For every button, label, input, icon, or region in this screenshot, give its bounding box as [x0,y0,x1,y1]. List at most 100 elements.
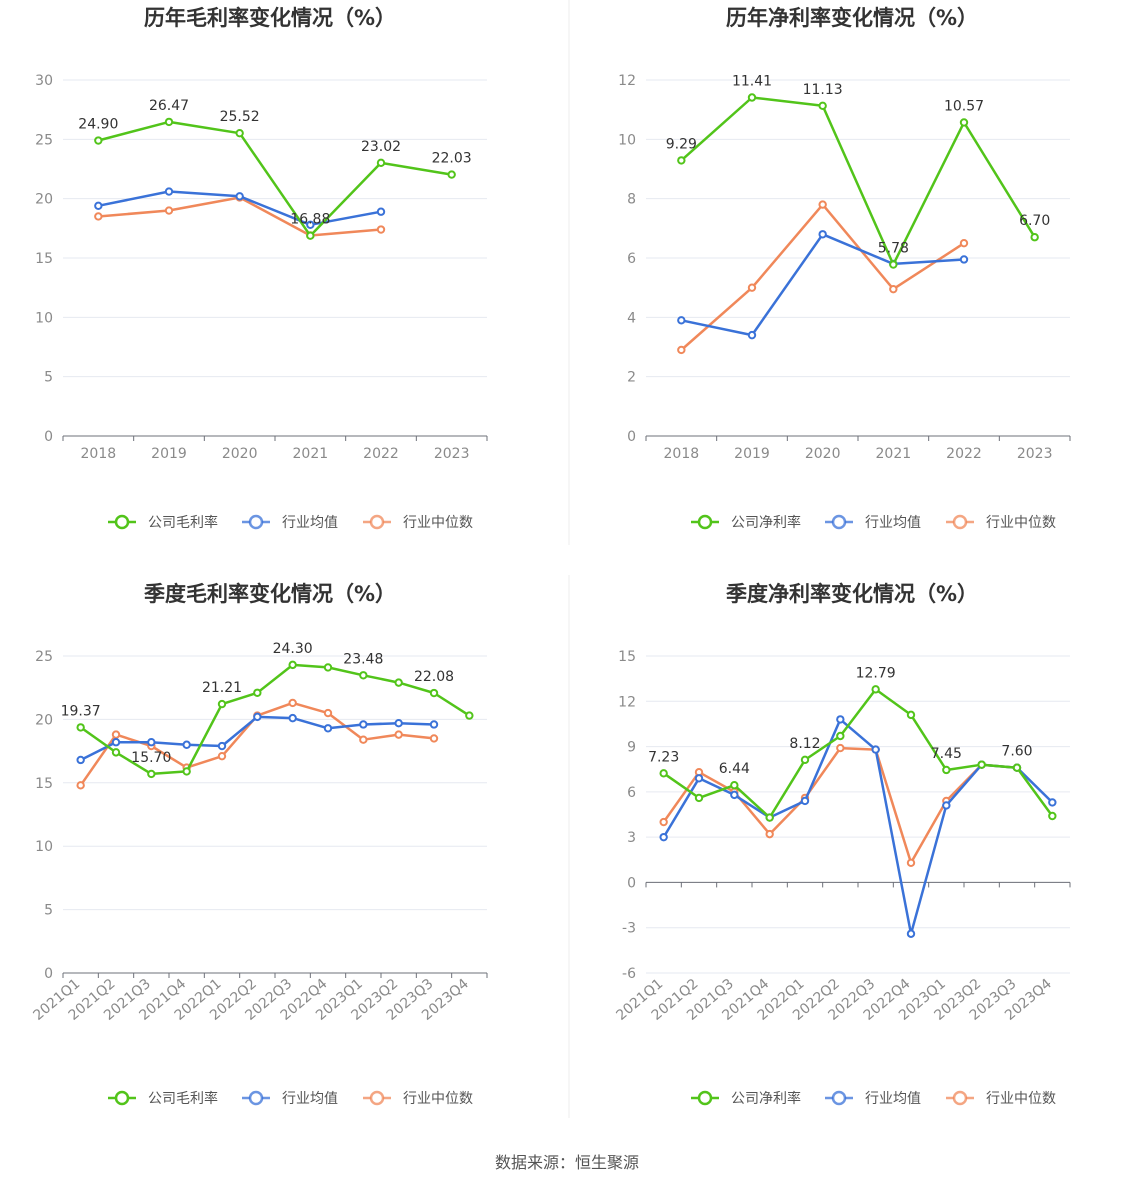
data-point-industry-median [959,238,969,248]
data-point-industry-avg [747,330,757,340]
data-label: 7.60 [1001,744,1032,760]
legend-label-company: 公司净利率 [731,1090,801,1107]
data-point-company [323,663,333,672]
data-point-company [359,671,368,680]
data-point-company [730,781,739,790]
data-point-industry-avg [111,738,121,747]
panel-quarterly-net-margin: 季度净利率变化情况（%）-6-3036912152021Q12021Q22021… [613,582,1071,1107]
legend-label-industry-avg: 行业均值 [282,1091,338,1107]
x-tick-label: 2023 [434,446,470,462]
x-tick-label: 2023 [1017,446,1053,462]
x-tick-label: 2022 [946,446,982,462]
x-tick-label: 2019 [734,446,770,462]
chart-title: 历年毛利率变化情况（%） [144,6,396,30]
y-tick-label: 10 [35,839,53,855]
data-point-industry-median [747,283,757,292]
y-tick-label: 2 [627,370,636,386]
data-label: 7.23 [648,749,679,765]
data-point-industry-median [765,829,774,839]
data-point-industry-avg [182,740,191,749]
panel-quarterly-gross-margin: 季度毛利率变化情况（%）05101520252021Q12021Q22021Q3… [30,582,488,1107]
data-point-industry-avg [253,712,262,722]
y-tick-label: -3 [622,921,636,937]
data-label: 7.45 [931,746,962,762]
data-point-industry-avg [800,796,810,806]
data-point-company [1012,763,1022,772]
data-point-company [1030,233,1039,242]
legend-marker-company [114,514,130,530]
x-tick-label: 2019 [151,446,187,462]
x-tick-label: 2021 [876,446,912,462]
legend-label-industry-avg: 行业均值 [865,1091,921,1107]
data-label: 10.57 [944,98,984,114]
data-point-industry-avg [1048,798,1057,807]
series-line-industry-median [662,746,1018,865]
legend-marker-industry-median [952,514,968,530]
data-point-company [394,678,403,687]
data-point-industry-median [376,225,386,234]
data-label: 25.52 [220,109,260,125]
data-label: 8.12 [789,736,820,752]
data-point-industry-avg [818,230,827,239]
data-point-company [253,688,262,697]
y-tick-label: 0 [44,966,53,982]
data-point-company [376,158,386,168]
data-point-industry-median [659,817,668,827]
data-point-company [465,711,474,720]
data-label: 5.78 [878,241,909,257]
data-point-company [429,688,439,698]
legend-marker-company [114,1090,130,1106]
legend-marker-industry-median [952,1090,968,1106]
data-point-industry-avg [288,713,297,723]
data-point-company [836,731,845,741]
y-tick-label: 8 [627,192,636,208]
data-point-industry-avg [730,790,739,800]
data-label: 22.03 [432,151,472,167]
legend-marker-industry-median [369,1090,385,1106]
data-point-company [677,156,686,165]
legend-label-company: 公司毛利率 [148,514,218,531]
legend-label-industry-avg: 行业均值 [865,515,921,531]
y-tick-label: 10 [35,310,53,326]
data-point-company [818,101,827,111]
data-point-company [306,231,315,240]
data-point-industry-avg [836,715,845,724]
legend-label-industry-avg: 行业均值 [282,515,338,531]
data-point-company [889,260,898,269]
data-point-company [111,748,121,757]
data-point-company [942,765,951,775]
data-point-company [694,793,704,803]
series-line-industry-avg [681,233,965,337]
data-point-industry-avg [147,738,156,747]
data-point-company [76,723,85,732]
y-tick-label: -6 [622,966,636,982]
data-source-note: 数据来源：恒生聚源 [495,1153,639,1172]
data-point-company [765,813,774,822]
data-label: 12.79 [856,665,896,681]
data-point-company [1048,811,1057,821]
data-point-company [659,769,668,778]
data-label: 9.29 [666,136,697,152]
data-label: 21.21 [202,680,242,696]
data-label: 6.44 [719,761,750,777]
y-tick-label: 30 [35,73,53,89]
data-point-company [447,170,456,179]
legend-label-industry-median: 行业中位数 [403,515,473,531]
data-point-industry-avg [394,719,403,728]
data-point-industry-avg [959,255,969,264]
data-point-company [147,769,156,779]
data-point-industry-median [76,781,85,790]
chart-title: 历年净利率变化情况（%） [726,6,978,30]
data-label: 23.02 [361,139,401,155]
series-line-company [79,663,470,776]
legend-marker-industry-median [369,514,385,530]
y-tick-label: 12 [618,694,636,710]
data-label: 19.37 [61,703,101,719]
data-point-industry-avg [217,741,227,751]
y-tick-label: 0 [44,429,53,445]
legend-marker-company [697,514,713,530]
legend-marker-industry-avg [248,1090,264,1106]
panel-annual-net-margin: 历年净利率变化情况（%） 0 2 4 6 8 10 12 2018 2019 2020 2021 202… [618,6,1071,531]
data-point-industry-median [394,730,403,739]
